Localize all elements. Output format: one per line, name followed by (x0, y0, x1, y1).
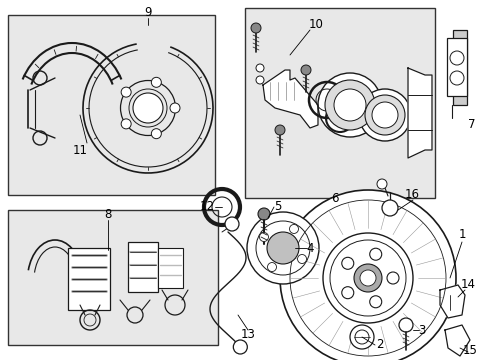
Circle shape (256, 76, 264, 84)
Text: 1: 1 (457, 229, 465, 242)
Circle shape (358, 89, 410, 141)
Circle shape (280, 190, 455, 360)
Text: 14: 14 (460, 279, 474, 292)
Polygon shape (444, 325, 469, 356)
Bar (244, 8, 434, 198)
Text: 10: 10 (308, 18, 323, 31)
Circle shape (266, 232, 298, 264)
Circle shape (317, 73, 381, 137)
Text: 11: 11 (72, 144, 87, 157)
Circle shape (341, 257, 353, 269)
Circle shape (381, 200, 397, 216)
Circle shape (289, 224, 298, 233)
Bar (68, 248, 110, 310)
Circle shape (371, 102, 397, 128)
Polygon shape (439, 285, 464, 318)
Polygon shape (263, 70, 317, 128)
Text: 6: 6 (330, 192, 338, 204)
Circle shape (386, 272, 398, 284)
Text: 8: 8 (104, 207, 111, 220)
Circle shape (369, 296, 381, 308)
Circle shape (151, 129, 161, 139)
Circle shape (325, 80, 374, 130)
Circle shape (259, 233, 268, 242)
Circle shape (341, 287, 353, 299)
Circle shape (258, 208, 269, 220)
Bar (128, 242, 158, 292)
Text: 3: 3 (417, 324, 425, 337)
Circle shape (133, 93, 163, 123)
Circle shape (349, 325, 373, 349)
Circle shape (359, 270, 375, 286)
Circle shape (151, 77, 161, 87)
Bar (8, 15, 215, 195)
Circle shape (353, 264, 381, 292)
Circle shape (250, 23, 261, 33)
Circle shape (398, 318, 412, 332)
Circle shape (267, 262, 276, 271)
Circle shape (256, 64, 264, 72)
Text: 15: 15 (462, 343, 476, 356)
Circle shape (297, 255, 306, 264)
Bar (8, 210, 218, 345)
Text: 7: 7 (468, 118, 475, 131)
Polygon shape (407, 68, 431, 158)
Bar (158, 248, 183, 288)
Circle shape (121, 87, 131, 97)
Circle shape (301, 65, 310, 75)
Bar (452, 30, 466, 105)
Text: 2: 2 (375, 338, 383, 351)
Text: 12: 12 (199, 201, 214, 213)
Text: 4: 4 (305, 242, 313, 255)
Circle shape (233, 340, 247, 354)
Text: 5: 5 (274, 201, 281, 213)
Circle shape (323, 233, 412, 323)
Circle shape (246, 212, 318, 284)
Circle shape (170, 103, 180, 113)
Circle shape (333, 89, 365, 121)
Circle shape (376, 179, 386, 189)
Circle shape (121, 119, 131, 129)
Circle shape (369, 248, 381, 260)
Bar (446, 38, 466, 96)
Text: 16: 16 (404, 189, 419, 202)
Text: 13: 13 (240, 328, 255, 342)
Text: 9: 9 (144, 5, 151, 18)
Circle shape (274, 125, 285, 135)
Circle shape (224, 217, 239, 231)
Circle shape (364, 95, 404, 135)
